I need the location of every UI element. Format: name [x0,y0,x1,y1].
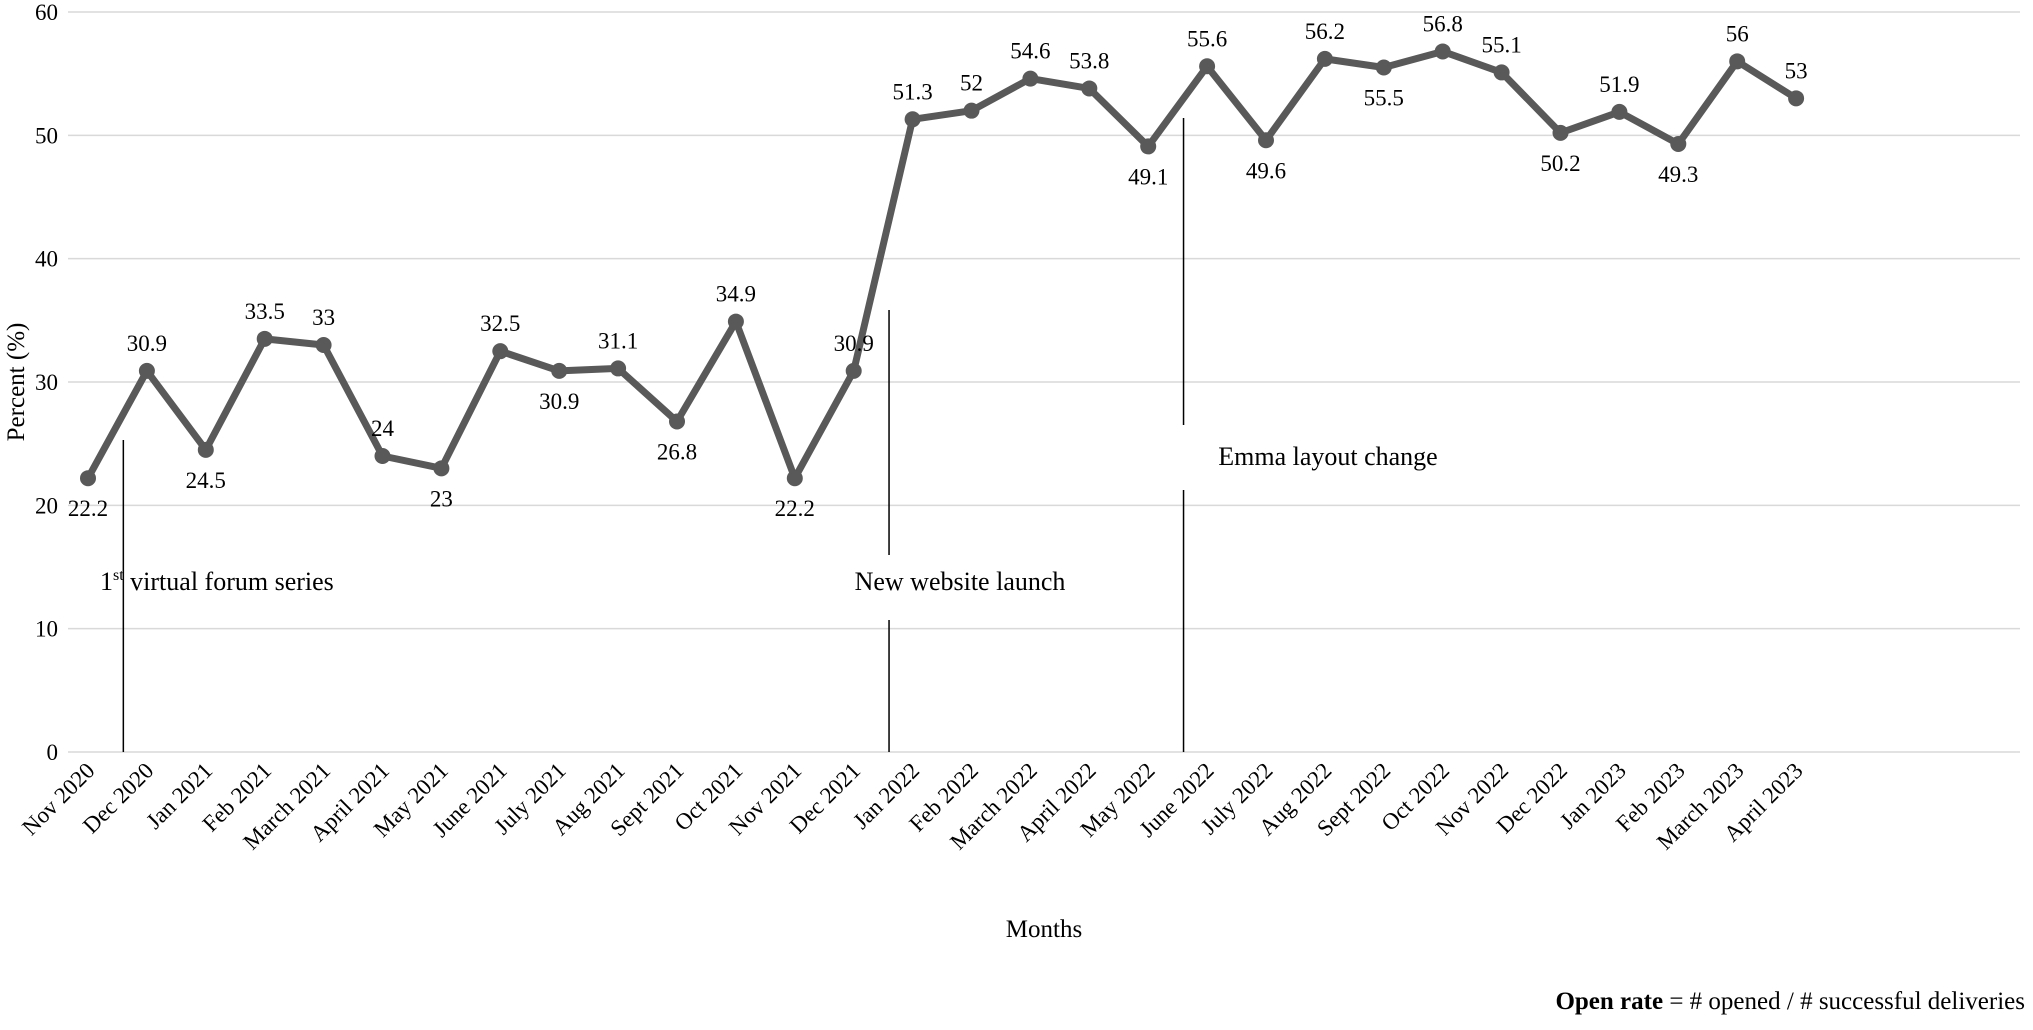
data-point [610,360,627,377]
data-label: 24.5 [186,468,226,493]
y-axis-title: Percent (%) [3,323,30,442]
data-label: 56 [1726,21,1749,46]
data-point [1434,43,1451,60]
annotation-label: 1st virtual forum series [100,567,334,596]
data-point [786,470,803,487]
data-label: 49.1 [1128,164,1168,189]
data-label: 49.6 [1246,158,1286,183]
data-point [1022,70,1039,87]
data-point [551,362,568,379]
data-point [1258,132,1274,149]
y-tick-label: 40 [35,247,58,272]
y-tick-label: 20 [35,493,58,518]
data-point [963,102,980,119]
data-point [1670,135,1687,152]
data-point [904,111,921,128]
data-label: 33 [312,305,335,330]
data-point [1375,59,1392,76]
data-label: 56.8 [1423,11,1463,36]
data-point [1316,50,1333,67]
series-line [84,47,1798,482]
data-point [1140,138,1157,155]
data-point [197,441,214,458]
data-label: 34.9 [716,282,756,307]
data-label: 30.9 [834,331,874,356]
data-point [1493,64,1510,81]
data-label: 56.2 [1305,19,1345,44]
data-point [256,330,273,347]
data-label: 33.5 [245,299,285,324]
data-label: 24 [371,416,395,441]
y-tick-label: 30 [35,370,58,395]
open-rate-definition: = # opened / # successful deliveries [1663,988,2025,1015]
y-tick-label: 0 [47,740,59,765]
data-label: 30.9 [539,389,579,414]
data-label: 23 [430,486,453,511]
data-label: 30.9 [127,331,167,356]
annotation-label: New website launch [855,567,1066,596]
data-label: 50.2 [1540,151,1580,176]
data-label: 55.6 [1187,26,1227,51]
data-label: 54.6 [1010,39,1050,64]
data-label: 22.2 [68,496,108,521]
data-point [315,337,332,353]
data-label: 55.1 [1481,32,1521,57]
y-tick-label: 50 [35,123,58,148]
data-label: 53.8 [1069,48,1109,73]
data-label: 31.1 [598,328,638,353]
y-tick-label: 60 [35,0,58,25]
data-label: 26.8 [657,439,697,464]
data-point [1081,80,1098,97]
y-tick-label: 10 [35,617,58,642]
data-point [80,470,96,487]
data-point [1199,58,1216,75]
data-label: 55.5 [1364,86,1404,111]
data-point [1552,124,1569,141]
data-label: 51.3 [892,79,932,104]
data-point [433,460,450,477]
data-label: 32.5 [480,311,520,336]
data-label: 49.3 [1658,162,1698,187]
data-label: 22.2 [775,496,815,521]
data-label: 52 [960,71,983,96]
open-rate-term: Open rate [1555,988,1664,1015]
data-point [1729,53,1746,70]
data-label: 51.9 [1599,72,1639,97]
data-point [669,413,685,430]
data-point [727,313,744,330]
data-point [492,343,509,360]
data-label: 53 [1785,58,1808,83]
data-point [1788,90,1805,107]
open-rate-note: Open rate = # opened / # successful deli… [1555,988,2025,1016]
data-point [1611,103,1628,120]
x-axis-title: Months [1006,916,1082,943]
annotation-label: Emma layout change [1218,442,1437,471]
data-point [138,362,155,379]
data-point [845,362,862,379]
data-point [374,448,391,464]
